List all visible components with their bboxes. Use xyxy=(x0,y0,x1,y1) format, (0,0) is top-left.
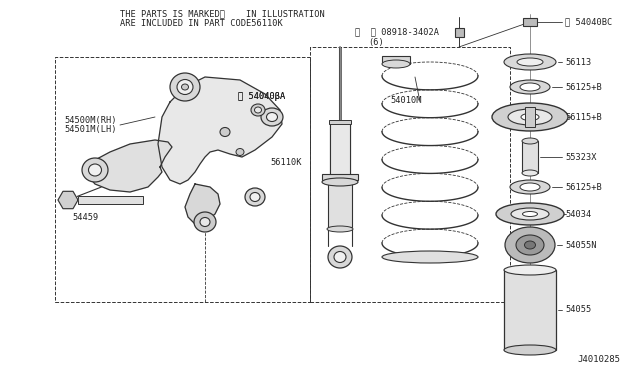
Ellipse shape xyxy=(382,251,478,263)
Ellipse shape xyxy=(504,345,556,355)
Ellipse shape xyxy=(220,128,230,137)
Text: 56113: 56113 xyxy=(565,58,591,67)
Polygon shape xyxy=(88,140,172,192)
Text: 56115+B: 56115+B xyxy=(565,112,602,122)
Ellipse shape xyxy=(322,178,358,186)
Ellipse shape xyxy=(250,192,260,202)
Ellipse shape xyxy=(261,108,283,126)
Text: ARE INCLUDED IN PART CODE56110K: ARE INCLUDED IN PART CODE56110K xyxy=(120,19,283,28)
Ellipse shape xyxy=(522,170,538,176)
Ellipse shape xyxy=(517,58,543,66)
Ellipse shape xyxy=(525,241,536,249)
Ellipse shape xyxy=(327,226,353,232)
Bar xyxy=(523,18,537,26)
Ellipse shape xyxy=(88,164,102,176)
Text: THE PARTS IS MARKED※    IN ILLUSTRATION: THE PARTS IS MARKED※ IN ILLUSTRATION xyxy=(120,10,324,19)
Ellipse shape xyxy=(334,251,346,263)
Bar xyxy=(328,175,352,227)
Ellipse shape xyxy=(520,183,540,191)
Ellipse shape xyxy=(511,208,549,220)
Bar xyxy=(382,56,410,64)
Text: (6): (6) xyxy=(368,38,384,46)
Ellipse shape xyxy=(504,265,556,275)
Ellipse shape xyxy=(328,246,352,268)
Text: 56125+B: 56125+B xyxy=(565,183,602,192)
Ellipse shape xyxy=(177,80,193,94)
Ellipse shape xyxy=(382,60,410,68)
Ellipse shape xyxy=(255,107,262,113)
Bar xyxy=(78,196,143,204)
Ellipse shape xyxy=(496,203,564,225)
Text: 54500M(RH): 54500M(RH) xyxy=(64,115,116,125)
Polygon shape xyxy=(58,191,78,209)
Ellipse shape xyxy=(236,148,244,155)
Ellipse shape xyxy=(505,227,555,263)
Ellipse shape xyxy=(245,188,265,206)
Text: 56110K: 56110K xyxy=(270,157,301,167)
Ellipse shape xyxy=(251,104,265,116)
Bar xyxy=(525,107,535,127)
Text: ※ 54040βA: ※ 54040βA xyxy=(238,92,285,100)
Ellipse shape xyxy=(510,180,550,194)
Ellipse shape xyxy=(492,103,568,131)
Text: 55323X: 55323X xyxy=(565,153,596,161)
Text: J4010285: J4010285 xyxy=(577,356,620,365)
Ellipse shape xyxy=(522,138,538,144)
Text: ※ 54040βA: ※ 54040βA xyxy=(238,92,285,100)
Ellipse shape xyxy=(170,73,200,101)
Ellipse shape xyxy=(266,112,278,122)
Text: 54034: 54034 xyxy=(565,209,591,218)
Polygon shape xyxy=(185,184,220,224)
Ellipse shape xyxy=(521,113,539,121)
Text: 56125+B: 56125+B xyxy=(565,83,602,92)
Ellipse shape xyxy=(200,218,210,227)
Ellipse shape xyxy=(508,109,552,125)
Bar xyxy=(330,122,350,177)
Text: ※  Ⓝ 08918-3402A: ※ Ⓝ 08918-3402A xyxy=(355,28,439,36)
Bar xyxy=(504,270,556,350)
Ellipse shape xyxy=(516,235,544,255)
Bar xyxy=(522,141,538,173)
Ellipse shape xyxy=(522,212,538,217)
Polygon shape xyxy=(158,77,282,184)
Text: 54055: 54055 xyxy=(565,305,591,314)
Bar xyxy=(329,120,351,124)
Text: 54501M(LH): 54501M(LH) xyxy=(64,125,116,134)
Ellipse shape xyxy=(510,80,550,94)
Ellipse shape xyxy=(182,84,189,90)
Ellipse shape xyxy=(520,83,540,91)
Text: 54010M: 54010M xyxy=(390,96,422,105)
Ellipse shape xyxy=(504,54,556,70)
Text: 54055N: 54055N xyxy=(565,241,596,250)
Ellipse shape xyxy=(194,212,216,232)
Text: ※ 54040BC: ※ 54040BC xyxy=(565,17,612,26)
Text: 54459: 54459 xyxy=(72,212,99,221)
Ellipse shape xyxy=(82,158,108,182)
Bar xyxy=(455,28,464,37)
Bar xyxy=(322,174,358,180)
